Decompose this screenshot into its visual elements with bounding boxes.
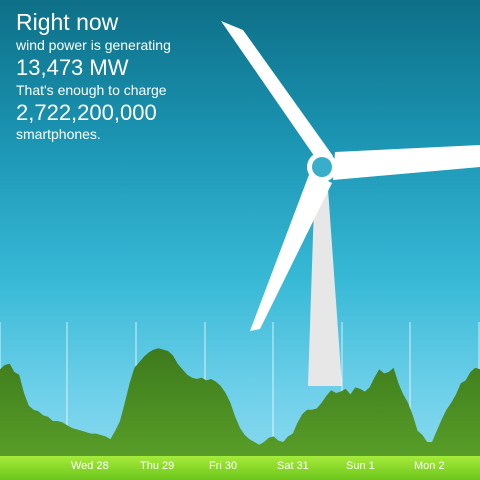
x-tick-label: Sun 1	[346, 460, 375, 472]
ground-strip	[0, 456, 480, 480]
smartphones-text: smartphones.	[16, 126, 101, 142]
generating-text: wind power is generating	[16, 37, 171, 53]
turbine-tower	[308, 175, 342, 386]
charge-text: That's enough to charge	[16, 82, 167, 98]
wind-output-area	[0, 348, 480, 456]
power-output-value: 13,473 MW	[16, 55, 129, 80]
x-tick-label: Wed 28	[71, 460, 109, 472]
turbine-blade-lower	[250, 172, 332, 331]
x-tick-label: Fri 30	[209, 460, 238, 472]
smartphone-count: 2,722,200,000	[16, 100, 157, 125]
x-tick-label: Thu 29	[140, 460, 175, 472]
x-tick-label: Sat 31	[277, 460, 309, 472]
x-tick-label: Mon 2	[414, 460, 445, 472]
turbine-hub-center	[312, 157, 332, 177]
turbine-blade-right	[333, 145, 480, 180]
turbine-blade-upper	[221, 21, 333, 160]
headline: Right now	[16, 9, 119, 35]
